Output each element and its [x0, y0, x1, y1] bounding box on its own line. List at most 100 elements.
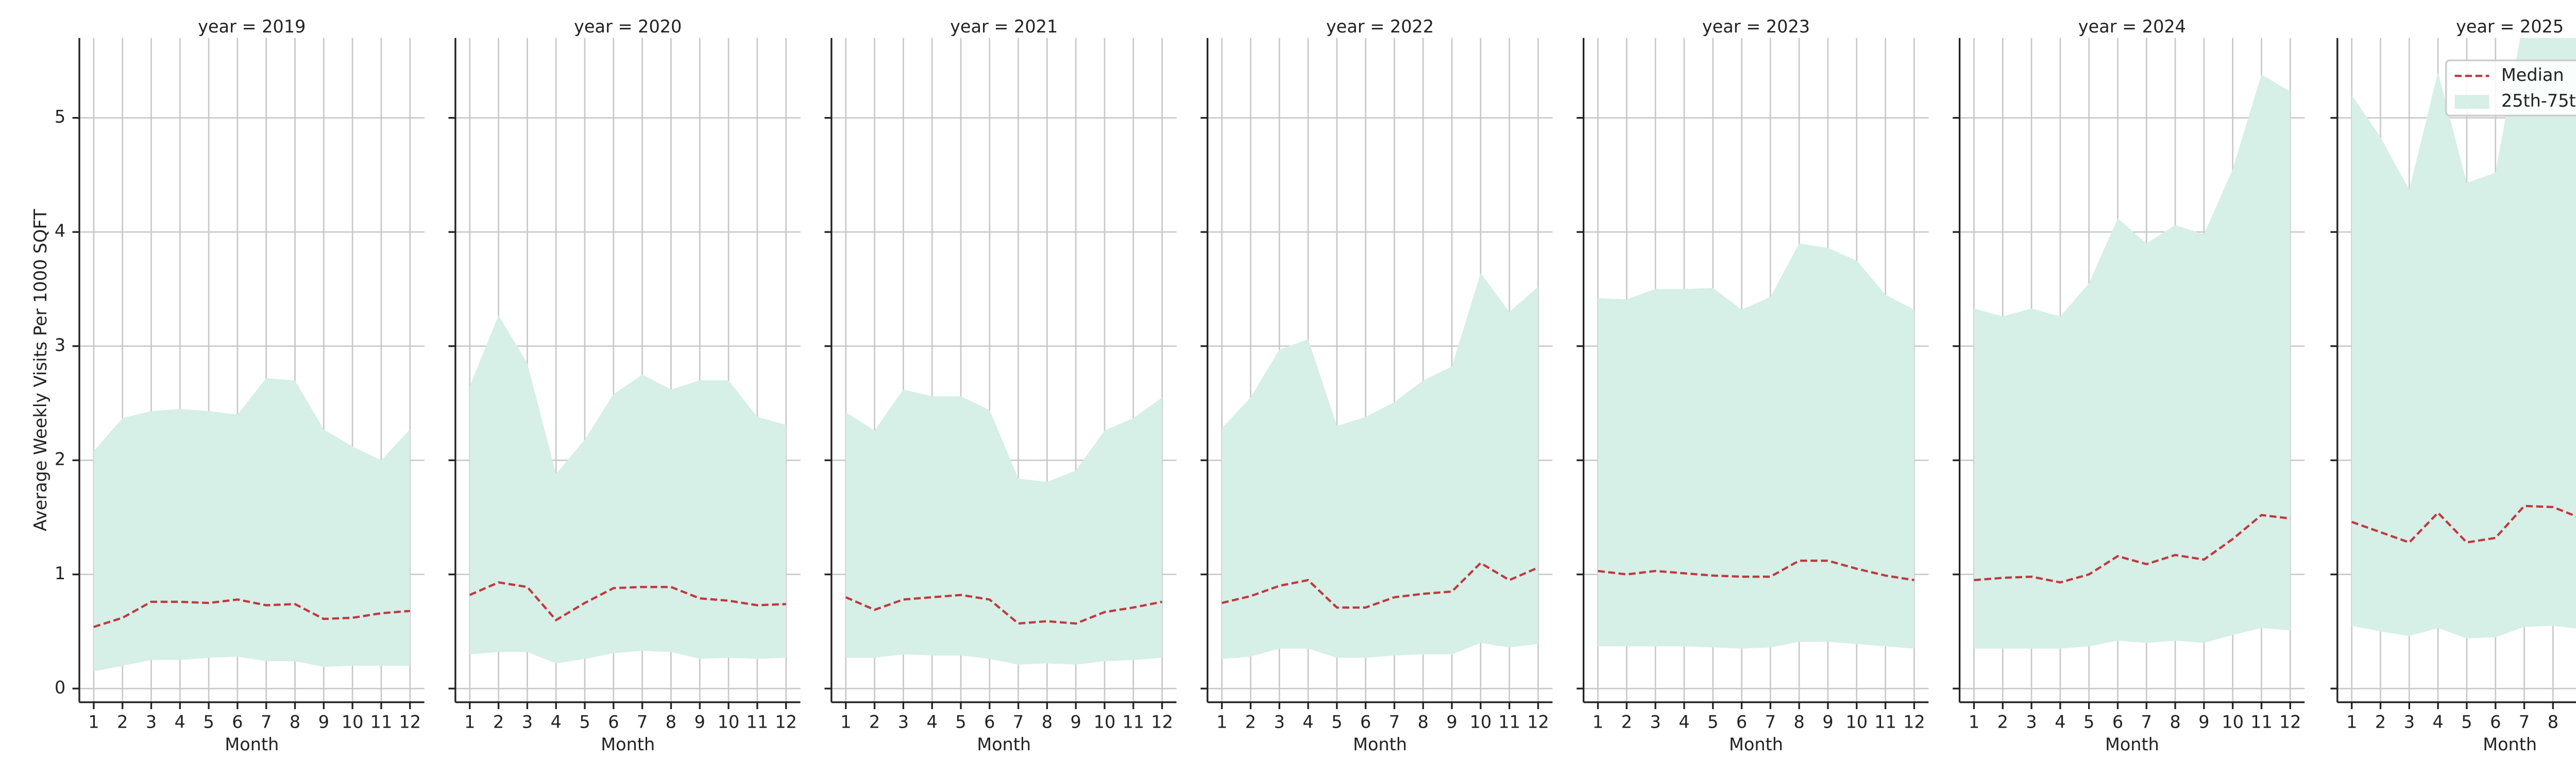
plot-area	[1222, 273, 1539, 659]
plot-area	[845, 389, 1163, 665]
x-tick-label: 8	[666, 712, 676, 732]
x-tick-label: 12	[1151, 712, 1173, 732]
x-axis-label: Month	[225, 734, 279, 754]
x-tick-label: 5	[2461, 712, 2472, 732]
plot-area	[2351, 38, 2576, 638]
x-tick-label: 3	[1274, 712, 1285, 732]
x-tick-label: 9	[694, 712, 705, 732]
x-tick-label: 5	[1707, 712, 1718, 732]
x-tick-label: 11	[1874, 712, 1896, 732]
x-tick-label: 11	[1498, 712, 1520, 732]
x-tick-label: 2	[1245, 712, 1256, 732]
x-tick-label: 2	[117, 712, 128, 732]
x-tick-label: 1	[2346, 712, 2357, 732]
x-tick-label: 8	[2170, 712, 2180, 732]
median-line	[2351, 505, 2576, 544]
x-tick-label: 6	[608, 712, 619, 732]
x-tick-label: 6	[2112, 712, 2123, 732]
iqr-band	[93, 378, 410, 671]
x-tick-label: 7	[2519, 712, 2530, 732]
x-tick-label: 8	[1418, 712, 1429, 732]
x-tick-label: 3	[146, 712, 157, 732]
iqr-band	[1974, 74, 2291, 649]
x-axis-label: Month	[2105, 734, 2159, 754]
plot-area	[1974, 74, 2291, 649]
median-line	[1222, 561, 1539, 609]
x-tick-label: 11	[747, 712, 769, 732]
y-axis-label: Average Weekly Visits Per 1000 SQFT	[30, 209, 50, 531]
x-tick-label: 2	[869, 712, 880, 732]
x-tick-label: 10	[1470, 712, 1492, 732]
x-tick-label: 8	[1042, 712, 1053, 732]
x-tick-label: 8	[1794, 712, 1805, 732]
x-tick-label: 1	[1969, 712, 1979, 732]
x-tick-label: 10	[2222, 712, 2244, 732]
x-axis-label: Month	[977, 734, 1031, 754]
panel-title: year = 2024	[2078, 16, 2186, 37]
x-tick-label: 12	[399, 712, 421, 732]
x-tick-label: 7	[1013, 712, 1024, 732]
x-tick-label: 7	[261, 712, 272, 732]
x-tick-label: 1	[1592, 712, 1603, 732]
panel-title: year = 2019	[198, 16, 306, 37]
x-tick-label: 1	[840, 712, 851, 732]
x-tick-label: 6	[232, 712, 243, 732]
x-tick-label: 11	[1122, 712, 1144, 732]
x-axis-label: Month	[601, 734, 655, 754]
x-tick-label: 5	[2083, 712, 2094, 732]
panel: year = 2025123456789101112MonthMedian25t…	[2330, 16, 2576, 754]
x-tick-label: 1	[88, 712, 99, 732]
panel-title: year = 2021	[950, 16, 1058, 37]
x-tick-label: 3	[2026, 712, 2037, 732]
legend-label: 25th-75th Percentile	[2501, 91, 2576, 111]
panel-title: year = 2022	[1326, 16, 1434, 37]
x-tick-label: 4	[551, 712, 562, 732]
x-tick-label: 2	[1997, 712, 2008, 732]
x-tick-label: 1	[464, 712, 475, 732]
x-tick-label: 4	[175, 712, 185, 732]
x-tick-label: 12	[1527, 712, 1549, 732]
x-tick-label: 12	[775, 712, 797, 732]
x-tick-label: 6	[2490, 712, 2501, 732]
plot-area	[469, 315, 786, 664]
plot-area	[1598, 243, 1914, 649]
median-line	[1598, 559, 1914, 581]
x-tick-label: 10	[1094, 712, 1116, 732]
legend-label: Median	[2501, 65, 2564, 85]
x-tick-label: 12	[2279, 712, 2301, 732]
x-tick-label: 7	[1389, 712, 1400, 732]
iqr-band	[845, 389, 1162, 665]
plot-area	[93, 378, 410, 671]
x-tick-label: 4	[1302, 712, 1313, 732]
x-tick-label: 5	[955, 712, 966, 732]
panel-title: year = 2020	[574, 16, 682, 37]
x-axis-label: Month	[2483, 734, 2537, 754]
x-tick-label: 5	[1331, 712, 1342, 732]
iqr-band	[2351, 38, 2576, 638]
panel-title: year = 2025	[2456, 16, 2564, 37]
y-tick-label: 2	[55, 449, 65, 469]
median-line	[93, 598, 410, 628]
x-tick-label: 10	[342, 712, 364, 732]
x-tick-label: 5	[579, 712, 590, 732]
x-tick-label: 12	[1903, 712, 1925, 732]
x-tick-label: 5	[203, 712, 214, 732]
x-tick-label: 10	[1845, 712, 1868, 732]
x-tick-label: 11	[370, 712, 393, 732]
median-line	[845, 594, 1163, 625]
x-tick-label: 9	[318, 712, 329, 732]
y-tick-label: 4	[55, 221, 65, 241]
median-line	[1974, 514, 2291, 584]
x-tick-label: 7	[1765, 712, 1776, 732]
legend-swatch	[2454, 95, 2489, 109]
x-tick-label: 9	[1446, 712, 1457, 732]
panel-title: year = 2023	[1702, 16, 1810, 37]
x-tick-label: 7	[2141, 712, 2152, 732]
